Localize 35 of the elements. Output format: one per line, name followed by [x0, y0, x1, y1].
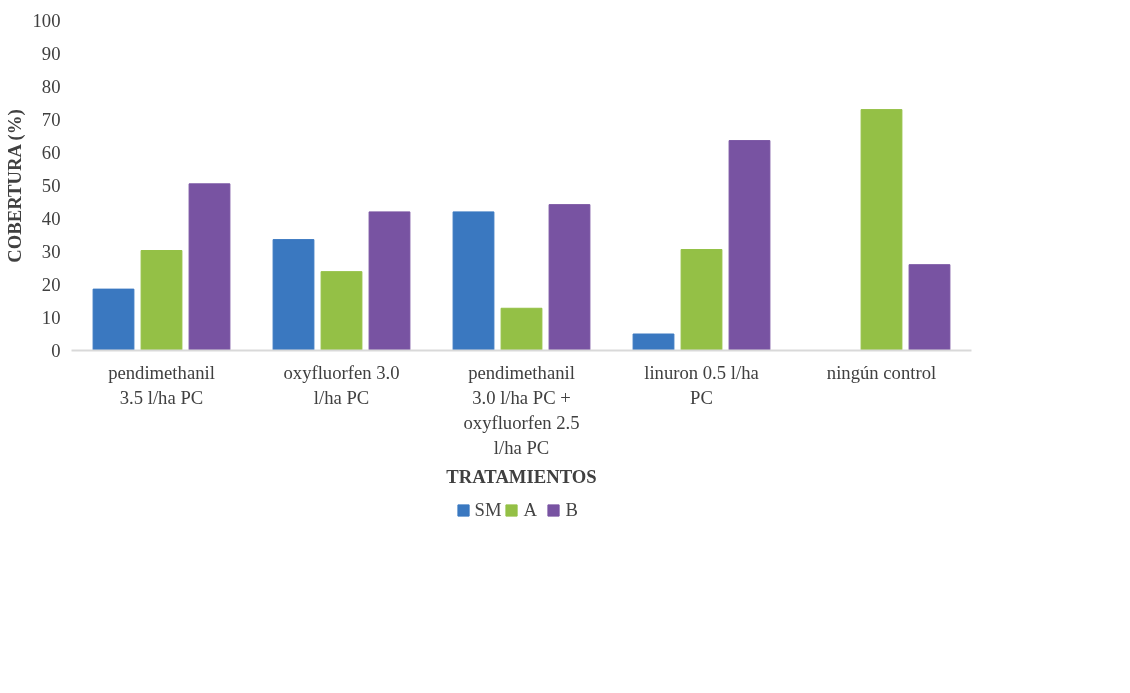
y-tick-label: 70: [41, 109, 61, 130]
bar: [272, 239, 315, 351]
y-tick-label: 90: [41, 43, 61, 64]
bar: [140, 250, 183, 351]
bar: [368, 211, 411, 351]
bar: [908, 264, 951, 351]
bar: [188, 183, 231, 351]
bar: [728, 140, 771, 351]
bar: [92, 288, 135, 351]
y-tick-label: 0: [51, 340, 61, 361]
y-tick-label: 40: [41, 208, 61, 229]
legend-label: SM: [474, 499, 502, 521]
x-tick-label: oxyfluorfen 3.0 l/ha PC: [283, 361, 400, 408]
x-tick-label: linuron 0.5 l/ha PC: [644, 361, 760, 408]
bar: [860, 109, 903, 351]
y-tick-label: 30: [41, 241, 61, 262]
x-tick-label: pendimethanil 3.5 l/ha PC: [108, 361, 215, 408]
y-axis-title: COBERTURA (%): [3, 109, 26, 263]
legend-label: B: [565, 499, 579, 521]
y-tick-label: 80: [41, 76, 61, 97]
bar: [320, 271, 363, 351]
x-tick-label: pendimethanil 3.0 l/ha PC + oxyfluorfen 2.5 l/ha PC: [463, 361, 580, 459]
x-axis-title: TRATAMIENTOS: [446, 466, 597, 488]
bar: [548, 204, 591, 351]
bar: [500, 307, 543, 351]
y-tick-label: 60: [41, 142, 61, 163]
bar: [632, 333, 675, 351]
x-tick-label: ningún control: [826, 361, 937, 383]
y-tick-label: 100: [32, 10, 61, 31]
legend-label: A: [523, 499, 538, 521]
y-tick-label: 50: [41, 175, 61, 196]
bar: [680, 249, 723, 351]
y-tick-label: 20: [41, 274, 61, 295]
bar: [452, 211, 495, 351]
y-tick-label: 10: [41, 307, 61, 328]
